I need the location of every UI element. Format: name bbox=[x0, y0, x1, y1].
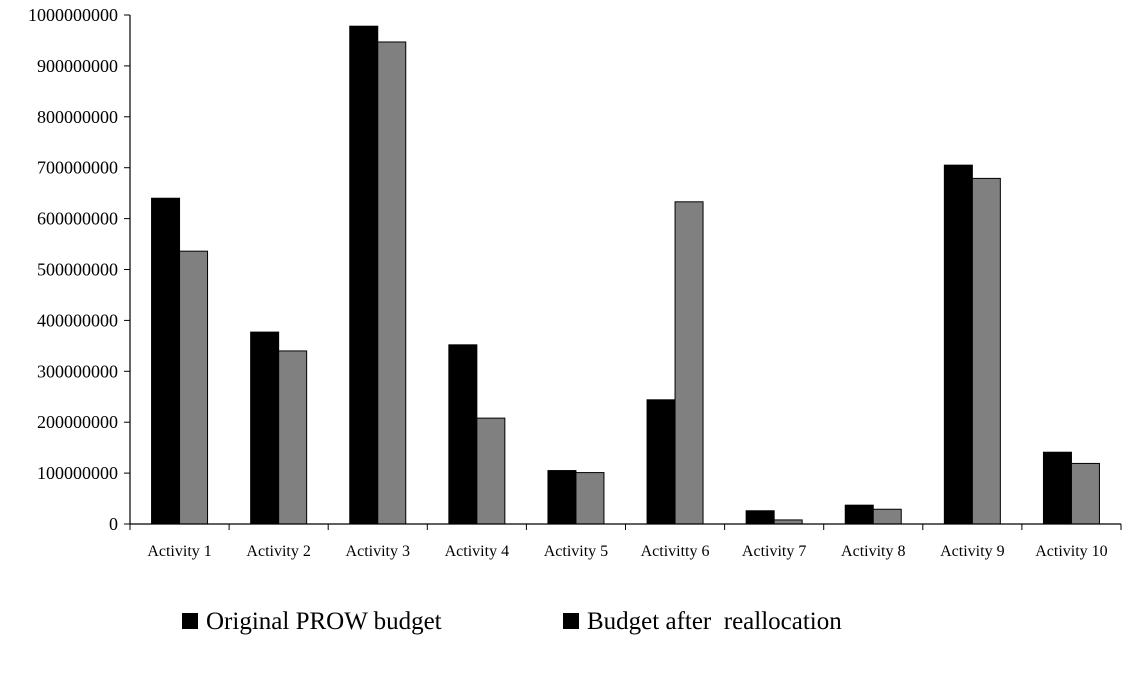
bar-after-reallocation bbox=[1070, 462, 1100, 525]
bar-original bbox=[349, 25, 379, 525]
y-tick-label: 200000000 bbox=[37, 412, 118, 432]
x-tick-label: Activity 7 bbox=[742, 543, 806, 560]
bar-original bbox=[745, 510, 775, 525]
bar-after-reallocation bbox=[971, 177, 1001, 525]
bar-original bbox=[151, 197, 181, 525]
bar-after-reallocation bbox=[773, 519, 803, 525]
bar-after-reallocation bbox=[872, 508, 902, 525]
bar-after-reallocation bbox=[674, 201, 704, 525]
y-tick-label: 600000000 bbox=[37, 209, 118, 229]
x-tick-label: Activity 10 bbox=[1035, 543, 1107, 560]
x-tick-label: Activity 4 bbox=[445, 543, 509, 560]
legend-swatch bbox=[563, 613, 579, 629]
x-tick-label: Activity 5 bbox=[544, 543, 608, 560]
legend-swatch bbox=[182, 613, 198, 629]
y-tick-label: 0 bbox=[109, 514, 118, 534]
y-tick-label: 900000000 bbox=[37, 56, 118, 76]
y-axis-ticks: 0 100000000 200000000 300000000 400000000 500… bbox=[28, 5, 130, 534]
bar-after-reallocation bbox=[278, 350, 308, 525]
legend: Original PROW budget Budget after realloc… bbox=[182, 608, 842, 635]
legend-label: Original PROW budget bbox=[206, 608, 442, 635]
bar-original bbox=[844, 504, 874, 525]
x-axis-labels: Activity 1 Activity 2 Activity 3 Activity 4… bbox=[129, 524, 1122, 560]
x-tick-label: Activity 2 bbox=[246, 543, 310, 560]
bar-original bbox=[547, 470, 577, 525]
bar-after-reallocation bbox=[377, 41, 407, 525]
y-tick-label: 100000000 bbox=[37, 463, 118, 483]
y-tick-label: 300000000 bbox=[37, 361, 118, 381]
bar-after-reallocation bbox=[179, 250, 209, 525]
x-tick-label: Activitty 6 bbox=[641, 543, 710, 560]
bar-original bbox=[943, 164, 973, 525]
bars bbox=[151, 25, 1100, 525]
x-tick-label: Activity 1 bbox=[147, 543, 211, 560]
bar-after-reallocation bbox=[476, 417, 506, 525]
bar-original bbox=[1042, 451, 1072, 525]
y-tick-label: 1000000000 bbox=[28, 5, 118, 25]
bar-after-reallocation bbox=[575, 472, 605, 525]
y-tick-label: 800000000 bbox=[37, 107, 118, 127]
y-tick-label: 500000000 bbox=[37, 260, 118, 280]
bar-original bbox=[448, 344, 478, 525]
y-tick-label: 700000000 bbox=[37, 158, 118, 178]
legend-label: Budget after reallocation bbox=[587, 608, 842, 635]
x-tick-label: Activity 3 bbox=[346, 543, 410, 560]
x-tick-label: Activity 8 bbox=[841, 543, 905, 560]
x-tick-label: Activity 9 bbox=[940, 543, 1004, 560]
bar-original bbox=[646, 399, 676, 525]
bar-original bbox=[250, 331, 280, 525]
y-tick-label: 400000000 bbox=[37, 310, 118, 330]
